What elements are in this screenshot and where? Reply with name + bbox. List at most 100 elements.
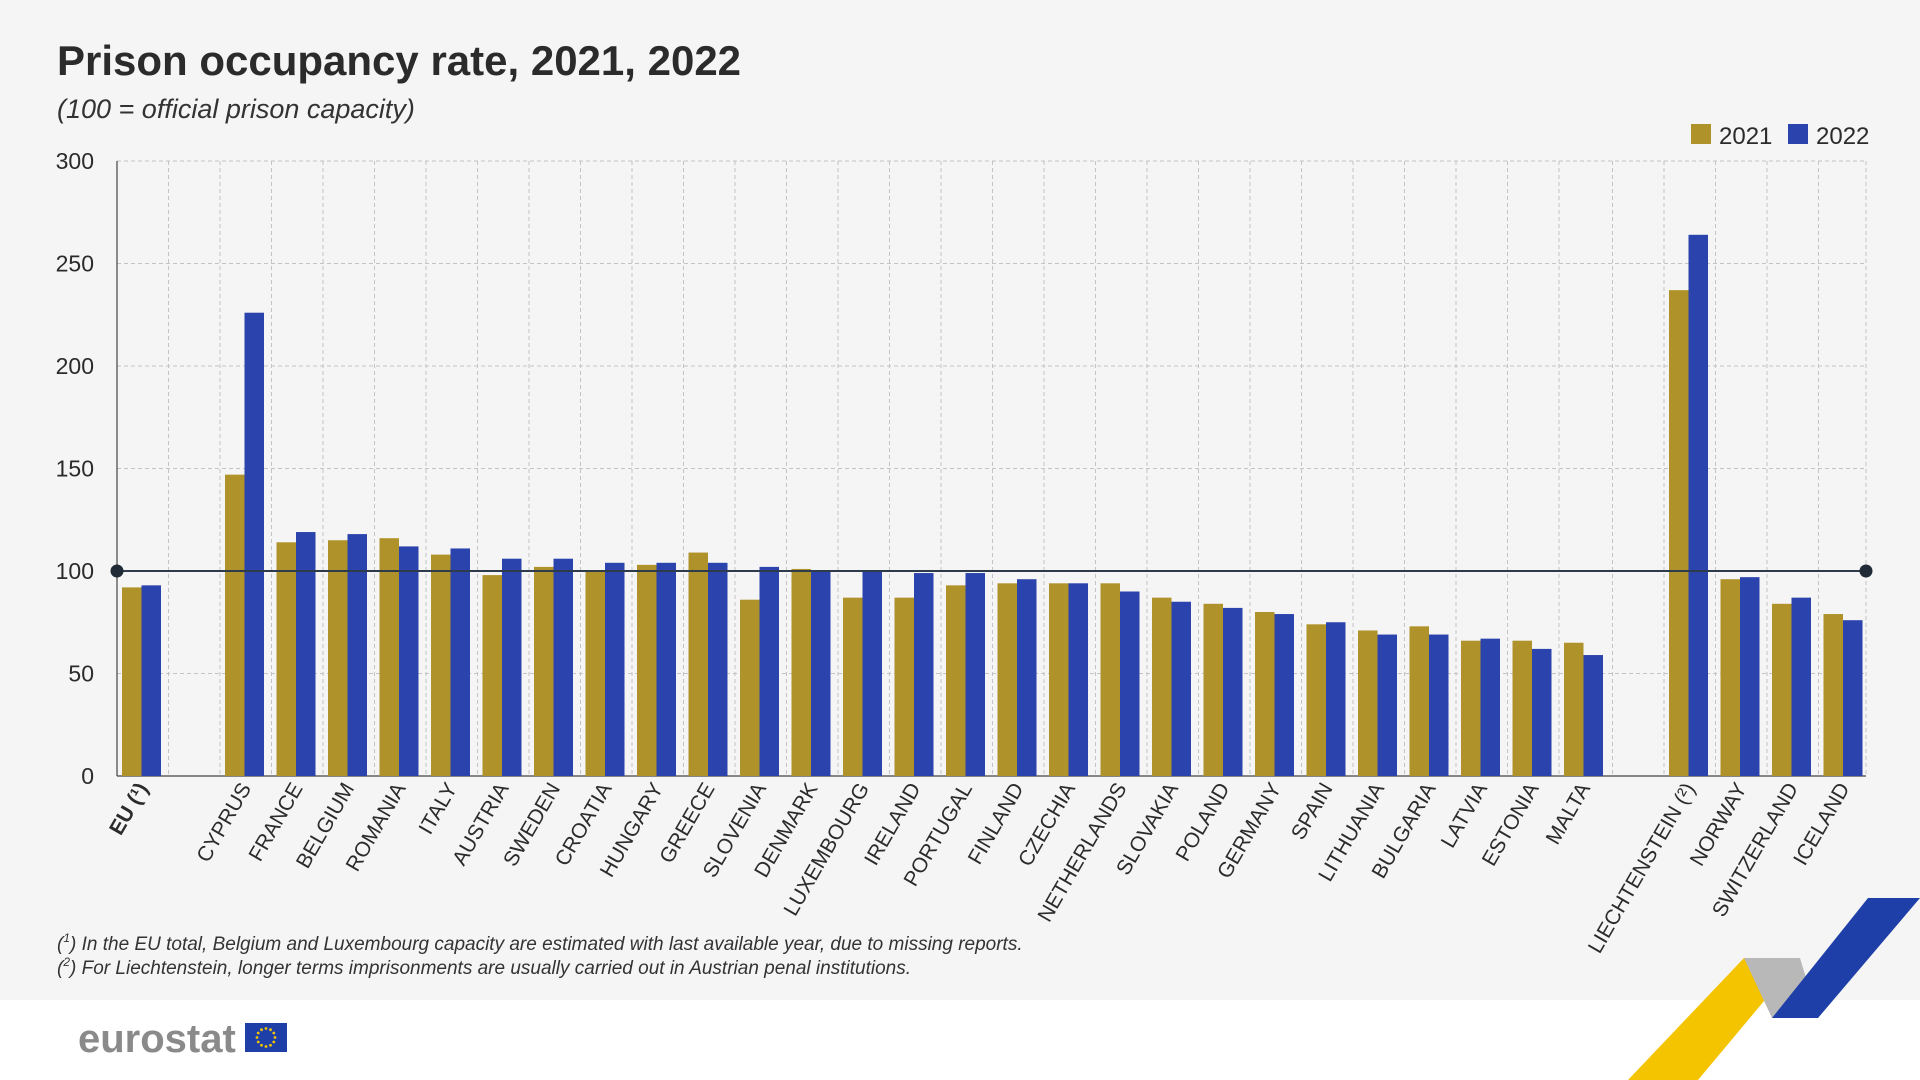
- y-tick-label-250: 250: [56, 251, 94, 277]
- bar-2022-31: [1843, 620, 1863, 776]
- legend-label-2021: 2021: [1719, 123, 1772, 150]
- bar-2021-20: [1203, 603, 1223, 776]
- flag-star: [260, 1028, 263, 1032]
- reference-dot-left: [110, 564, 124, 578]
- bar-2021-21: [1255, 612, 1275, 776]
- eu-flag-icon: [245, 1023, 287, 1052]
- bar-2021-5: [431, 554, 451, 776]
- flag-star: [272, 1031, 276, 1035]
- bar-2022-28: [1688, 234, 1708, 777]
- bar-2021-15: [946, 585, 966, 776]
- bar-2022-8: [605, 562, 625, 776]
- legend: 2021 2022: [1691, 123, 1869, 150]
- bar-2022-18: [1120, 591, 1140, 776]
- bar-2021-10: [688, 552, 708, 776]
- bar-2021-22: [1306, 624, 1326, 776]
- bar-2022-16: [1017, 579, 1037, 776]
- bar-2022-12: [811, 571, 831, 776]
- bar-2022-1: [244, 312, 264, 776]
- flag-star: [260, 1043, 263, 1047]
- bar-2021-9: [637, 564, 657, 776]
- bar-2022-20: [1223, 607, 1243, 776]
- bar-2022-19: [1171, 601, 1191, 776]
- flag-star: [272, 1040, 276, 1044]
- bar-2022-2: [296, 532, 316, 776]
- bar-2021-8: [585, 571, 605, 776]
- bar-2021-6: [482, 575, 502, 776]
- y-axis-ticks: 0 50 100 150 200 250 300: [56, 148, 94, 789]
- legend-swatch-2022: [1788, 124, 1808, 144]
- flag-star: [256, 1040, 260, 1044]
- legend-swatch-2021: [1691, 124, 1711, 144]
- y-tick-label-200: 200: [56, 353, 94, 379]
- bar-2022-3: [347, 534, 367, 776]
- bar-2021-27: [1564, 642, 1584, 776]
- chart-background: [0, 0, 1920, 1000]
- bar-2022-17: [1068, 583, 1088, 776]
- bar-2021-13: [843, 597, 863, 776]
- bar-2021-16: [997, 583, 1017, 776]
- y-tick-label-300: 300: [56, 148, 94, 174]
- flag-star: [264, 1045, 268, 1048]
- flag-star: [264, 1027, 268, 1030]
- decorative-ribbon: [1628, 898, 1920, 1080]
- bar-2022-22: [1326, 622, 1346, 776]
- footnote-2: (2) For Liechtenstein, longer terms impr…: [57, 955, 911, 979]
- bar-2022-24: [1429, 634, 1449, 776]
- bar-2022-0: [141, 585, 161, 776]
- bar-2021-23: [1358, 630, 1378, 776]
- bar-2022-5: [450, 548, 470, 776]
- eurostat-logo: eurostat: [78, 1017, 287, 1061]
- bar-2021-29: [1720, 579, 1740, 776]
- bar-2022-27: [1583, 655, 1603, 776]
- footnote-1: (1) In the EU total, Belgium and Luxembo…: [57, 931, 1023, 955]
- bar-2022-4: [399, 546, 419, 776]
- bar-2021-1: [225, 474, 245, 776]
- bar-2022-23: [1377, 634, 1397, 776]
- flag-star: [256, 1031, 260, 1035]
- bar-2021-11: [740, 599, 760, 776]
- gridlines: [116, 160, 1867, 777]
- bar-2021-2: [276, 542, 296, 776]
- bar-2022-11: [759, 566, 779, 776]
- bar-2021-14: [894, 597, 914, 776]
- flag-star: [269, 1028, 272, 1032]
- chart-title: Prison occupancy rate, 2021, 2022: [57, 37, 741, 84]
- bar-2021-18: [1100, 583, 1120, 776]
- flag-star: [273, 1036, 277, 1039]
- bar-2022-7: [553, 558, 573, 776]
- bar-2022-26: [1532, 648, 1552, 776]
- bar-2022-21: [1274, 614, 1294, 776]
- bar-2022-29: [1740, 577, 1760, 776]
- bar-2021-7: [534, 566, 554, 776]
- bar-2021-31: [1823, 614, 1843, 776]
- bar-2021-25: [1461, 640, 1481, 776]
- bar-2021-24: [1409, 626, 1429, 776]
- bar-2021-0: [122, 587, 142, 776]
- footnote-1-text: In the EU total, Belgium and Luxembourg …: [82, 934, 1023, 955]
- bar-2022-9: [656, 562, 676, 776]
- bar-2022-25: [1480, 638, 1500, 776]
- bar-2022-30: [1791, 597, 1811, 776]
- bar-2021-30: [1772, 603, 1792, 776]
- bar-2021-19: [1152, 597, 1172, 776]
- bar-2022-14: [914, 573, 934, 776]
- bar-2022-13: [862, 571, 882, 776]
- bar-2021-12: [791, 568, 811, 776]
- bar-2021-17: [1049, 583, 1069, 776]
- bars: [122, 234, 1863, 777]
- y-tick-label-150: 150: [56, 456, 94, 482]
- footnote-2-marker: 2: [62, 955, 70, 969]
- y-tick-label-100: 100: [56, 558, 94, 584]
- flag-star: [269, 1043, 272, 1047]
- y-tick-label-0: 0: [81, 763, 94, 789]
- reference-line-group: [110, 564, 1873, 578]
- logo-text: eurostat: [78, 1017, 236, 1061]
- footnote-2-text: For Liechtenstein, longer terms imprison…: [82, 958, 911, 979]
- footnotes: (1) In the EU total, Belgium and Luxembo…: [57, 931, 1023, 979]
- bar-2022-10: [708, 562, 728, 776]
- bar-2022-15: [965, 573, 985, 776]
- bar-2022-6: [502, 558, 522, 776]
